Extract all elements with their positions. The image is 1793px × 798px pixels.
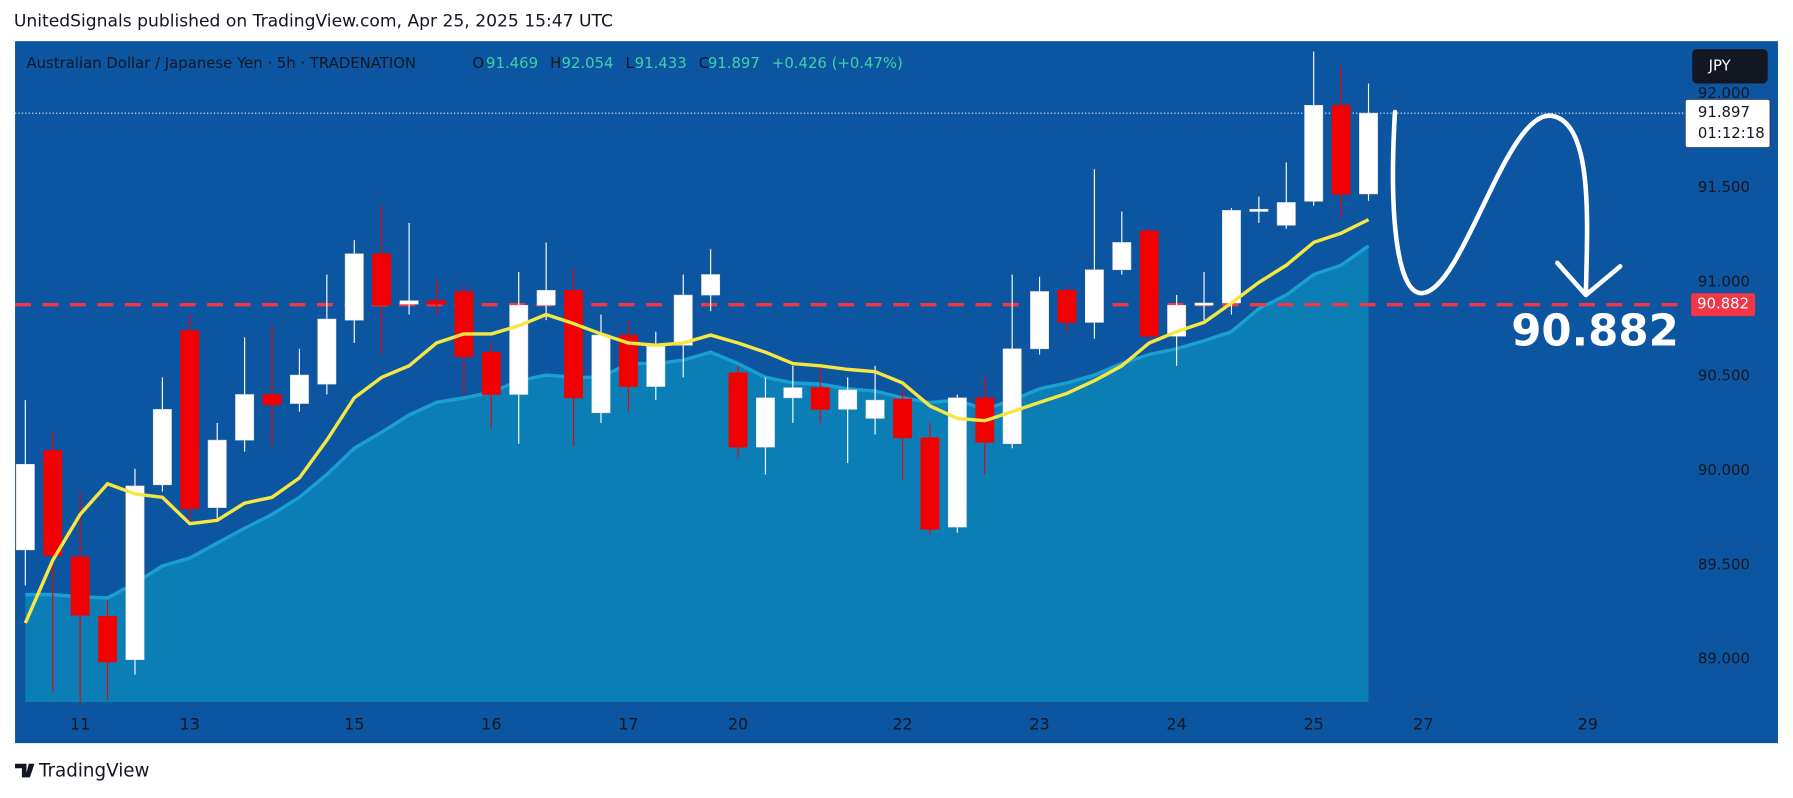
candle-body [180, 330, 200, 510]
candle-body [1222, 210, 1241, 304]
candle-body [1249, 208, 1269, 212]
candle-body [70, 556, 90, 616]
candle-body [262, 394, 282, 405]
candle-body [98, 616, 117, 663]
x-tick-label: 27 [1413, 714, 1433, 733]
candle-body [564, 290, 583, 399]
tv-logo [15, 763, 35, 778]
legend-change: +0.426 (+0.47%) [772, 54, 903, 72]
candle-body [344, 253, 364, 321]
candle-body [536, 290, 556, 306]
candle-body [290, 374, 309, 404]
x-tick-label: 11 [70, 714, 90, 733]
candle-body [838, 389, 858, 410]
legend-close: 91.897 [708, 54, 760, 72]
x-tick-label: 17 [618, 714, 638, 733]
x-tick-label: 23 [1029, 714, 1049, 733]
candle-body [1084, 269, 1104, 323]
candle-body [125, 485, 145, 660]
x-tick-label: 16 [481, 714, 501, 733]
level-label-box [1691, 293, 1756, 317]
legend-l: L [626, 54, 635, 72]
x-tick-label: 13 [180, 714, 200, 733]
y-tick-label: 89.500 [1698, 555, 1750, 573]
y-tick-label: 89.000 [1698, 650, 1750, 668]
candle-body [427, 300, 446, 305]
y-tick-label: 91.500 [1698, 178, 1750, 196]
candle-body [591, 334, 611, 414]
candle-body [920, 437, 940, 530]
legend-c: C [699, 54, 709, 72]
candle-body [454, 291, 474, 358]
y-tick-label: 90.000 [1698, 461, 1750, 479]
legend-high: 92.054 [562, 54, 614, 72]
candle-body [1194, 302, 1214, 306]
legend-o: O [472, 54, 484, 72]
candle-body [399, 300, 419, 305]
target-annotation: 90.882 [1511, 306, 1679, 356]
candle-body [1057, 290, 1077, 323]
plot-area [15, 51, 1687, 702]
candle-body [1002, 348, 1022, 445]
ma-line [23, 218, 1370, 624]
candle-body [481, 351, 501, 395]
candle-body [1139, 230, 1159, 337]
candle-body [646, 346, 666, 387]
x-tick-label: 15 [344, 714, 364, 733]
ma-area [25, 245, 1369, 702]
candle-body [1276, 202, 1296, 226]
forecast-arrow [1390, 109, 1623, 298]
currency-label[interactable]: JPY [1708, 56, 1732, 74]
candle-body [756, 397, 775, 448]
published-line: UnitedSignals published on TradingView.c… [14, 12, 613, 32]
price-label-box [1685, 99, 1771, 148]
candle-body [1030, 291, 1050, 350]
candle-body [15, 463, 35, 551]
y-tick-label: 91.000 [1698, 272, 1750, 290]
candle-body [1331, 105, 1351, 195]
candle-body [372, 253, 392, 306]
candle-body [317, 318, 337, 385]
x-tick-label: 24 [1166, 714, 1186, 733]
x-tick-label: 22 [892, 714, 912, 733]
candle-body [947, 397, 967, 528]
candle-body [207, 439, 227, 508]
candle-body [1112, 242, 1132, 271]
logo-text: TradingView [38, 761, 150, 782]
candle-body [893, 398, 912, 439]
candle-body [783, 387, 803, 399]
x-tick-label: 20 [728, 714, 748, 733]
level-label: 90.882 [1697, 295, 1749, 313]
ma-area-edge [25, 244, 1370, 600]
candle-body [618, 334, 638, 387]
legend-open: 91.469 [486, 54, 538, 72]
candle-body [673, 294, 693, 346]
candle-body [701, 274, 721, 296]
legend-low: 91.433 [635, 54, 687, 72]
countdown-label: 01:12:18 [1698, 124, 1765, 142]
x-tick-label: 29 [1578, 714, 1598, 733]
candle-body [509, 304, 529, 395]
price-label: 91.897 [1698, 103, 1750, 121]
candle-body [1304, 105, 1324, 202]
symbol-title: Australian Dollar / Japanese Yen · 5h · … [26, 54, 416, 72]
logo-mark [15, 763, 35, 778]
candle-body [43, 450, 63, 556]
candle-body [728, 372, 748, 448]
candle-body [865, 399, 885, 419]
candle-body [1359, 112, 1378, 195]
y-tick-label: 90.500 [1698, 367, 1750, 385]
y-tick-label: 92.000 [1698, 84, 1750, 102]
candle-body [152, 409, 172, 486]
candle-body [235, 394, 255, 441]
legend-h: H [550, 54, 561, 72]
candle-body [810, 387, 830, 410]
x-tick-label: 25 [1304, 714, 1324, 733]
currency-box[interactable] [1692, 49, 1768, 84]
